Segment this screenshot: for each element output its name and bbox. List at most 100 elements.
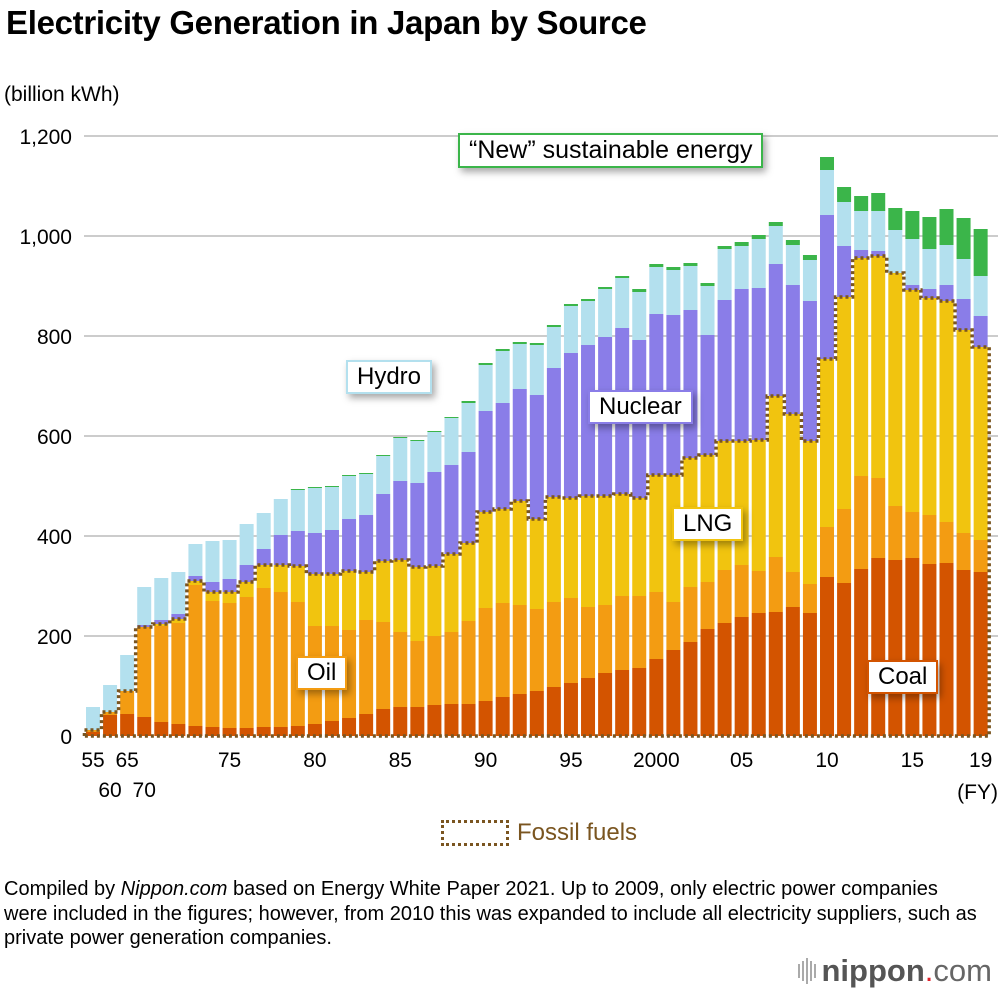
bar-coal bbox=[700, 629, 715, 736]
bar-hydro bbox=[768, 226, 783, 264]
bar-nuclear bbox=[188, 576, 203, 581]
bar-oil bbox=[683, 587, 698, 642]
bar-lng bbox=[205, 592, 220, 601]
bar-new bbox=[683, 263, 698, 266]
bar-new bbox=[768, 222, 783, 226]
bar-new bbox=[785, 240, 800, 245]
bar-hydro bbox=[512, 344, 527, 389]
bar-lng bbox=[785, 414, 800, 572]
bar-oil bbox=[581, 607, 596, 678]
bar-group-1984 bbox=[376, 455, 391, 736]
bar-group-2001 bbox=[666, 267, 681, 736]
bar-lng bbox=[222, 592, 237, 603]
bar-new bbox=[973, 229, 988, 276]
bar-nuclear bbox=[222, 579, 237, 592]
y-tick-label: 1,000 bbox=[19, 226, 72, 249]
bar-new bbox=[615, 276, 630, 278]
bar-hydro bbox=[529, 345, 544, 395]
bar-hydro bbox=[478, 365, 493, 411]
bar-lng bbox=[598, 496, 613, 605]
bar-nuclear bbox=[734, 289, 749, 441]
bar-new bbox=[307, 487, 322, 488]
bar-oil bbox=[922, 515, 937, 564]
bar-hydro bbox=[427, 432, 442, 472]
bar-new bbox=[871, 193, 886, 211]
bar-hydro bbox=[154, 578, 169, 620]
bar-hydro bbox=[717, 249, 732, 300]
bar-new bbox=[922, 217, 937, 249]
y-tick-label: 600 bbox=[37, 426, 72, 449]
bar-hydro bbox=[103, 685, 118, 712]
bar-nuclear bbox=[871, 251, 886, 256]
bar-group-1971 bbox=[154, 578, 169, 736]
bar-group-1975 bbox=[222, 540, 237, 736]
bar-lng bbox=[478, 512, 493, 608]
bar-group-1972 bbox=[171, 572, 186, 736]
bar-coal bbox=[86, 732, 100, 736]
bar-group-1974 bbox=[205, 541, 220, 736]
bar-coal bbox=[342, 718, 357, 736]
x-tick-label: 65 bbox=[115, 749, 138, 772]
bar-group-1995 bbox=[563, 304, 578, 736]
bar-nuclear bbox=[563, 353, 578, 498]
bar-oil bbox=[598, 605, 613, 673]
bar-nuclear bbox=[324, 530, 339, 574]
bar-oil bbox=[273, 592, 288, 727]
bar-hydro bbox=[256, 513, 271, 549]
bar-lng bbox=[529, 519, 544, 609]
bar-nuclear bbox=[854, 250, 869, 258]
bar-nuclear bbox=[939, 285, 954, 301]
bar-oil bbox=[410, 641, 425, 707]
bar-lng bbox=[393, 560, 408, 632]
bar-group-1996 bbox=[581, 299, 596, 736]
bar-group-1997 bbox=[598, 287, 613, 736]
bar-coal bbox=[751, 613, 766, 736]
x-axis-unit: (FY) bbox=[957, 781, 998, 804]
bar-nuclear bbox=[461, 452, 476, 543]
bar-group-1983 bbox=[359, 473, 374, 736]
bar-oil bbox=[120, 691, 135, 714]
bar-coal bbox=[222, 728, 237, 736]
bar-group-2011 bbox=[837, 187, 852, 736]
bar-coal bbox=[632, 668, 647, 736]
bar-nuclear bbox=[154, 620, 169, 624]
bar-hydro bbox=[973, 276, 988, 316]
bar-oil bbox=[239, 597, 254, 728]
x-tick-label: 90 bbox=[474, 749, 497, 772]
bar-oil bbox=[171, 623, 186, 724]
bar-hydro bbox=[632, 292, 647, 340]
bar-lng bbox=[495, 509, 510, 603]
bar-group-2002 bbox=[683, 263, 698, 736]
bar-nuclear bbox=[751, 288, 766, 440]
bar-lng bbox=[581, 496, 596, 607]
bar-group-1979 bbox=[290, 489, 305, 736]
bar-coal bbox=[563, 683, 578, 736]
bar-lng bbox=[444, 554, 459, 632]
bar-group-1978 bbox=[273, 499, 288, 736]
bar-lng bbox=[410, 567, 425, 641]
bar-coal bbox=[785, 607, 800, 736]
bar-hydro bbox=[939, 245, 954, 285]
bar-group-1965 bbox=[120, 655, 135, 736]
bar-oil bbox=[956, 533, 971, 570]
bar-group-2017 bbox=[939, 209, 954, 736]
bar-nuclear bbox=[802, 301, 817, 441]
bar-coal bbox=[478, 701, 493, 736]
bar-group-1993 bbox=[529, 343, 544, 736]
bar-coal bbox=[512, 694, 527, 736]
bar-hydro bbox=[273, 499, 288, 535]
bar-lng bbox=[649, 475, 664, 592]
bar-group-2019 bbox=[973, 229, 988, 736]
bar-lng bbox=[359, 572, 374, 620]
logo-tld: com bbox=[933, 953, 992, 988]
bar-coal bbox=[717, 623, 732, 736]
bar-coal bbox=[734, 617, 749, 736]
logo-name: nippon bbox=[821, 953, 925, 988]
bar-oil bbox=[888, 506, 903, 560]
bar-lng bbox=[888, 273, 903, 506]
bar-oil bbox=[751, 571, 766, 613]
bar-hydro bbox=[324, 487, 339, 530]
bar-oil bbox=[632, 596, 647, 668]
bar-new bbox=[563, 304, 578, 306]
bar-lng bbox=[973, 347, 988, 540]
